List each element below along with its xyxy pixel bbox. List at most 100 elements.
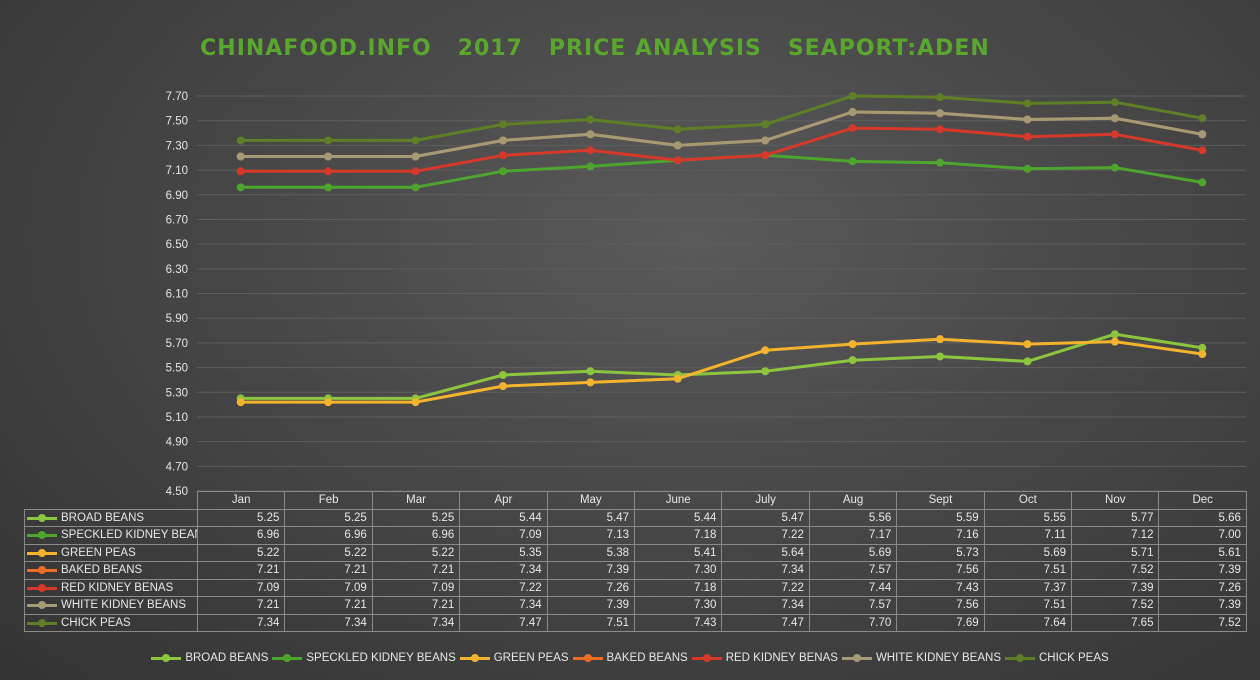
series-line-chick-peas xyxy=(239,94,1204,142)
data-point xyxy=(936,352,945,361)
y-tick-label: 5.90 xyxy=(166,313,188,325)
data-label: 7.39 xyxy=(1158,596,1247,615)
legend-item-green-peas: GREEN PEAS xyxy=(459,652,569,664)
data-point xyxy=(1198,343,1207,352)
y-tick-label: 6.90 xyxy=(166,190,188,202)
series-broad-beans xyxy=(236,330,1207,403)
data-point xyxy=(236,152,245,161)
table-row: SPECKLED KIDNEY BEANS 6.96 6.96 6.96 7.09 7.1… xyxy=(24,526,1247,545)
x-tick-label: May xyxy=(546,491,636,510)
table-row: RED KIDNEY BENAS 7.09 7.09 7.09 7.22 7.26 7.18… xyxy=(24,578,1247,597)
data-table: Jan Feb Mar Apr May June July Aug Sept Oct Nov Dec … xyxy=(24,491,1247,632)
legend-label: RED KIDNEY BENAS xyxy=(725,652,838,664)
data-label: 7.69 xyxy=(896,613,985,632)
data-label: 7.30 xyxy=(634,561,723,580)
x-tick-label: Nov xyxy=(1071,491,1160,510)
data-point xyxy=(848,108,857,117)
series-line-red-kidney-benas xyxy=(239,126,1204,173)
data-point xyxy=(1023,340,1032,349)
data-point xyxy=(1023,164,1032,173)
data-point xyxy=(411,183,420,192)
data-label: 7.11 xyxy=(983,526,1073,545)
data-point xyxy=(324,398,333,407)
legend-item-speckled-kidney-beans: SPECKLED KIDNEY BEANS xyxy=(272,652,456,664)
data-point xyxy=(761,346,770,355)
data-label: 7.43 xyxy=(634,613,723,632)
data-point xyxy=(586,130,595,139)
legend: BROAD BEANS SPECKLED KIDNEY BEANS GREEN PE… xyxy=(0,652,1260,664)
data-label: 7.09 xyxy=(284,578,373,597)
y-axis-tick-labels: 4.504.704.905.105.305.505.705.906.106.30… xyxy=(166,91,188,498)
data-point xyxy=(673,125,682,134)
data-label: 5.25 xyxy=(196,508,286,527)
data-label: 5.61 xyxy=(1158,543,1247,562)
data-point xyxy=(1110,98,1119,107)
data-label: 7.64 xyxy=(983,613,1073,632)
legend-item-chick-peas: CHICK PEAS xyxy=(1005,652,1109,664)
legend-item-baked-beans: BAKED BEANS xyxy=(572,652,688,664)
data-point xyxy=(936,109,945,118)
x-tick-label: June xyxy=(634,491,723,510)
data-label: 5.41 xyxy=(634,543,723,562)
table-row: WHITE KIDNEY BEANS 7.21 7.21 7.21 7.34 7.39 7.… xyxy=(24,596,1247,615)
data-point xyxy=(848,356,857,365)
data-point xyxy=(236,167,245,176)
data-point xyxy=(848,124,857,133)
data-label: 7.39 xyxy=(1071,578,1160,597)
data-label: 7.34 xyxy=(459,561,548,580)
series-chick-peas xyxy=(236,92,1207,145)
data-point xyxy=(411,398,420,407)
table-row: BAKED BEANS 7.21 7.21 7.21 7.34 7.39 7.30 7.34 7… xyxy=(24,561,1247,580)
data-label: 7.18 xyxy=(634,526,723,545)
data-point xyxy=(498,167,507,176)
x-tick-label: July xyxy=(721,491,810,510)
data-label: 5.44 xyxy=(459,508,548,527)
data-point xyxy=(236,398,245,407)
series-label: BAKED BEANS xyxy=(61,564,143,577)
data-label: 7.09 xyxy=(459,526,548,545)
data-label: 5.22 xyxy=(284,543,373,562)
table-corner xyxy=(24,491,198,510)
data-point xyxy=(411,136,420,145)
data-point xyxy=(1110,337,1119,346)
y-tick-label: 5.10 xyxy=(166,412,188,424)
data-label: 7.57 xyxy=(808,561,898,580)
legend-label: SPECKLED KIDNEY BEANS xyxy=(306,652,456,664)
series-label: SPECKLED KIDNEY BEANS xyxy=(61,529,198,542)
data-label: 7.65 xyxy=(1071,613,1160,632)
data-label: 7.22 xyxy=(721,578,810,597)
data-label: 7.13 xyxy=(546,526,636,545)
data-point xyxy=(324,167,333,176)
y-tick-label: 7.50 xyxy=(166,116,188,128)
y-tick-label: 6.50 xyxy=(166,239,188,251)
legend-marker-icon xyxy=(1005,653,1035,663)
table-row: GREEN PEAS 5.22 5.22 5.22 5.35 5.38 5.41 5.64 5.… xyxy=(24,543,1247,562)
legend-marker-icon xyxy=(27,618,57,628)
y-tick-label: 7.30 xyxy=(166,140,188,152)
data-label: 7.47 xyxy=(721,613,810,632)
data-label: 7.39 xyxy=(546,561,636,580)
data-point xyxy=(761,151,770,160)
data-label: 7.17 xyxy=(808,526,898,545)
legend-marker-icon xyxy=(27,583,57,593)
y-tick-label: 5.70 xyxy=(166,338,188,350)
data-label: 7.34 xyxy=(371,613,461,632)
data-point xyxy=(498,151,507,160)
legend-marker-icon xyxy=(27,565,57,575)
data-label: 5.22 xyxy=(196,543,286,562)
data-label: 7.34 xyxy=(721,561,810,580)
data-label: 7.43 xyxy=(896,578,985,597)
data-point xyxy=(936,125,945,134)
data-point xyxy=(673,141,682,150)
data-point xyxy=(1198,178,1207,187)
data-label: 7.39 xyxy=(546,596,636,615)
table-series-name: SPECKLED KIDNEY BEANS xyxy=(24,526,198,545)
data-label: 5.25 xyxy=(371,508,461,527)
data-label: 7.21 xyxy=(196,561,286,580)
table-series-name: CHICK PEAS xyxy=(24,613,198,632)
data-point xyxy=(1023,115,1032,124)
x-tick-label: Feb xyxy=(284,491,373,510)
data-label: 5.66 xyxy=(1158,508,1247,527)
data-point xyxy=(586,378,595,387)
